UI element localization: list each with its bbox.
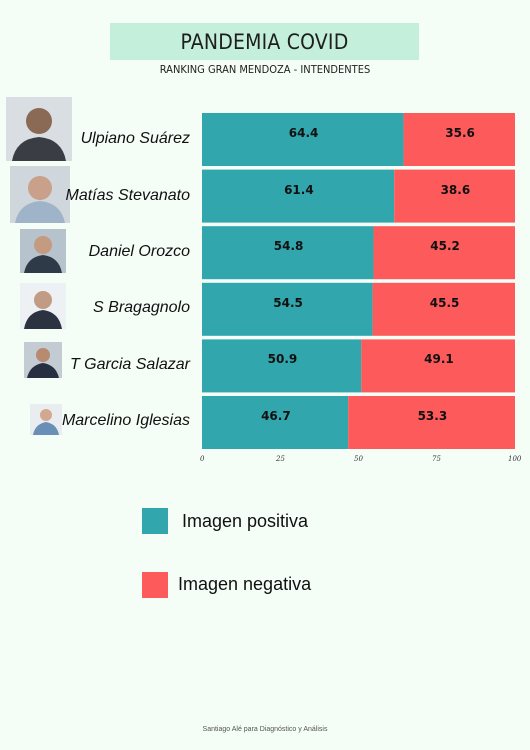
data-label-positive: 54.8	[273, 239, 304, 254]
chart-subtitle: RANKING GRAN MENDOZA - INTENDENTES	[159, 63, 371, 76]
x-tick-label: 0	[200, 455, 205, 463]
bar-negative	[373, 226, 515, 280]
legend-swatch-negative	[142, 572, 168, 598]
x-tick-label: 75	[432, 455, 441, 463]
bar-positive	[202, 113, 404, 166]
bar-negative	[394, 169, 515, 223]
bar-negative	[403, 113, 515, 166]
avatar	[20, 229, 66, 273]
x-tick-label: 50	[354, 455, 363, 463]
bar-positive	[202, 226, 374, 280]
data-label-positive: 54.5	[273, 295, 303, 310]
bar-positive	[202, 339, 362, 393]
bar-positive	[202, 282, 373, 336]
data-label-positive: 50.9	[267, 352, 298, 367]
avatar	[24, 342, 62, 378]
legend-label-positive: Imagen positiva	[182, 511, 309, 531]
footer-credit: Santiago Alé para Diagnóstico y Análisis	[202, 726, 328, 733]
bar-positive	[202, 169, 395, 223]
data-label-negative: 49.1	[424, 352, 454, 367]
data-label-positive: 61.4	[284, 182, 314, 197]
bar-positive	[202, 396, 349, 449]
data-label-negative: 45.5	[429, 295, 460, 310]
legend-label-negative: Imagen negativa	[178, 574, 312, 594]
avatar	[10, 166, 70, 223]
avatar	[6, 97, 72, 161]
bar-negative	[361, 339, 515, 393]
bar-negative	[348, 396, 515, 449]
data-label-positive: 64.4	[288, 126, 319, 140]
data-label-negative: 38.6	[440, 182, 471, 197]
category-label: Daniel Orozco	[88, 243, 190, 260]
bar-negative	[372, 282, 515, 336]
category-label: Ulpiano Suárez	[80, 130, 190, 147]
data-label-positive: 46.7	[261, 409, 291, 423]
data-label-negative: 35.6	[445, 126, 475, 140]
category-label: Marcelino Iglesias	[61, 412, 190, 429]
avatar	[30, 404, 62, 435]
title-box: PANDEMIA COVID	[110, 23, 419, 60]
data-label-negative: 45.2	[430, 239, 460, 254]
category-label: Matías Stevanato	[65, 187, 190, 204]
category-label: T Garcia Salazar	[69, 356, 190, 373]
avatar	[20, 283, 66, 329]
category-label: S Bragagnolo	[93, 299, 190, 316]
legend-swatch-positive	[142, 508, 168, 534]
x-tick-label: 25	[276, 455, 285, 463]
x-tick-label: 100	[508, 455, 522, 463]
chart-title: PANDEMIA COVID	[180, 29, 349, 54]
data-label-negative: 53.3	[417, 409, 448, 423]
